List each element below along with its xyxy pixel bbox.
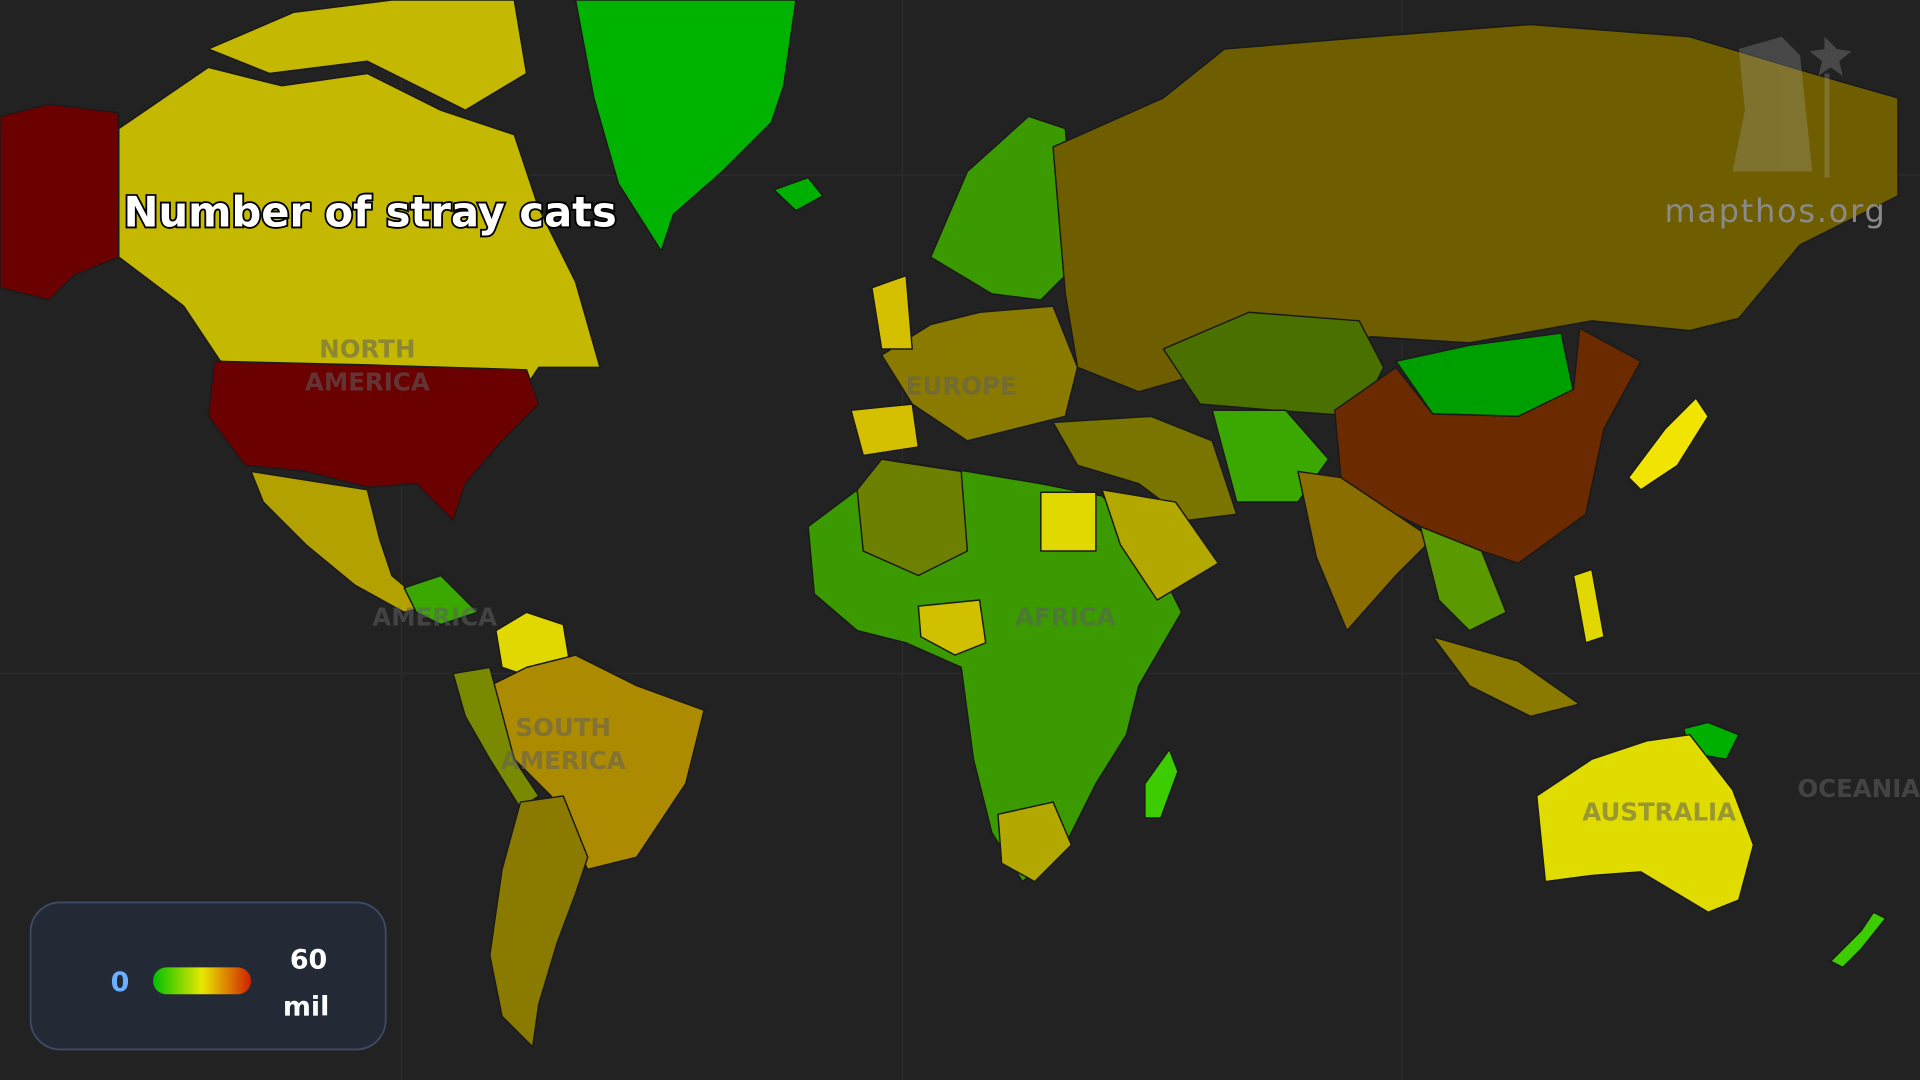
legend-min: 0 bbox=[111, 967, 130, 998]
region-label: AMERICA bbox=[372, 603, 497, 632]
region-label: OCEANIA bbox=[1797, 774, 1920, 803]
region-labels: NORTH AMERICA EUROPE AMERICA AFRICA SOUTH AMER… bbox=[305, 335, 1920, 827]
logo bbox=[1732, 36, 1852, 178]
region-label: AFRICA bbox=[1015, 603, 1116, 632]
region-label: EUROPE bbox=[906, 371, 1017, 400]
legend-max: 60 bbox=[290, 945, 327, 976]
legend: 0 60 mil bbox=[29, 901, 387, 1051]
region-label: AMERICA bbox=[305, 368, 430, 397]
region-label: SOUTH bbox=[516, 713, 611, 742]
legend-unit: mil bbox=[283, 991, 330, 1022]
legend-gradient bbox=[153, 967, 252, 995]
region-label: AUSTRALIA bbox=[1582, 797, 1736, 826]
watermark: mapthos.org bbox=[1665, 192, 1887, 230]
countries bbox=[0, 0, 1899, 1048]
region-label: NORTH bbox=[319, 335, 415, 364]
map-title: Number of stray cats bbox=[124, 188, 617, 237]
region-label: AMERICA bbox=[501, 746, 626, 775]
